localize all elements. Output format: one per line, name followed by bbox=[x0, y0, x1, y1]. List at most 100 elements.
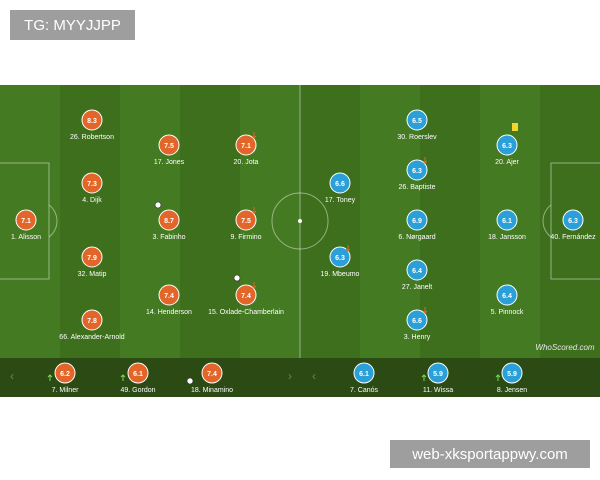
player-name: 3. Fabinho bbox=[152, 234, 185, 241]
rating-badge bbox=[235, 284, 257, 306]
player-name: 7. Canós bbox=[350, 387, 379, 394]
rating-badge bbox=[158, 284, 180, 306]
sub-arrow bbox=[422, 157, 428, 164]
player-name: 11. Wissa bbox=[423, 387, 453, 394]
svg-text:‹: ‹ bbox=[10, 369, 14, 383]
rating-badge bbox=[81, 172, 103, 194]
rating: 6.6 bbox=[412, 318, 422, 325]
sub-arrow bbox=[345, 245, 351, 252]
player-name: 1. Alisson bbox=[11, 234, 41, 241]
rating-badge bbox=[406, 109, 428, 131]
rating-badge bbox=[201, 362, 223, 384]
rating-badge bbox=[501, 362, 523, 384]
player-name: 18. Jansson bbox=[488, 234, 526, 241]
rating: 6.9 bbox=[412, 218, 422, 225]
rating: 7.8 bbox=[87, 318, 97, 325]
rating: 7.4 bbox=[164, 293, 174, 300]
player-name: 66. Alexander-Arnold bbox=[59, 334, 124, 341]
rating-badge bbox=[235, 134, 257, 156]
rating: 7.5 bbox=[241, 218, 251, 225]
rating: 6.2 bbox=[60, 371, 70, 378]
rating-badge bbox=[235, 209, 257, 231]
player-name: 6. Nørgaard bbox=[398, 234, 435, 241]
player-name: 5. Pinnock bbox=[491, 309, 524, 316]
rating: 7.1 bbox=[21, 218, 31, 225]
rating-badge bbox=[329, 172, 351, 194]
rating: 7.3 bbox=[87, 181, 97, 188]
rating: 7.5 bbox=[164, 143, 174, 150]
rating-badge bbox=[406, 309, 428, 331]
rating-badge bbox=[54, 362, 76, 384]
rating: 5.9 bbox=[433, 371, 443, 378]
player-name: 27. Janelt bbox=[402, 284, 432, 291]
rating: 6.3 bbox=[412, 168, 422, 175]
rating-badge bbox=[15, 209, 37, 231]
goal-icon bbox=[233, 274, 241, 282]
sub-arrow bbox=[251, 282, 257, 289]
watermark-bottom: web-xksportappwy.com bbox=[390, 440, 590, 468]
rating: 6.4 bbox=[412, 268, 422, 275]
player-name: 14. Henderson bbox=[146, 309, 192, 316]
player-name: 3. Henry bbox=[404, 334, 431, 341]
rating-badge bbox=[496, 134, 518, 156]
player-name: 9. Firmino bbox=[230, 234, 261, 241]
rating: 6.1 bbox=[133, 371, 143, 378]
rating-badge bbox=[81, 309, 103, 331]
rating-badge bbox=[562, 209, 584, 231]
sub-in-arrow bbox=[47, 374, 53, 381]
player-name: 19. Mbeumo bbox=[321, 271, 360, 278]
rating-badge bbox=[127, 362, 149, 384]
yellow-card bbox=[512, 123, 518, 131]
player-name: 7. Milner bbox=[52, 387, 80, 394]
rating: 7.9 bbox=[87, 255, 97, 262]
rating: 6.3 bbox=[568, 218, 578, 225]
player-name: 17. Jones bbox=[154, 159, 185, 166]
rating: 6.1 bbox=[359, 371, 369, 378]
stripe bbox=[420, 85, 480, 358]
player-name: 26. Robertson bbox=[70, 134, 114, 141]
player-name: 32. Matip bbox=[78, 271, 107, 278]
rating-badge bbox=[427, 362, 449, 384]
rating: 7.4 bbox=[241, 293, 251, 300]
player-name: 40. Fernández bbox=[550, 234, 596, 241]
rating-badge bbox=[496, 209, 518, 231]
rating: 5.9 bbox=[507, 371, 517, 378]
sub-arrow bbox=[251, 207, 257, 214]
player-name: 49. Gordon bbox=[120, 387, 155, 394]
player-name: 20. Jota bbox=[234, 159, 259, 166]
rating-badge bbox=[406, 259, 428, 281]
rating: 7.4 bbox=[207, 371, 217, 378]
rating: 6.5 bbox=[412, 118, 422, 125]
rating: 8.3 bbox=[87, 118, 97, 125]
rating: 6.4 bbox=[502, 293, 512, 300]
rating-badge bbox=[81, 109, 103, 131]
sub-in-arrow bbox=[120, 374, 126, 381]
svg-text:‹: ‹ bbox=[312, 369, 316, 383]
rating: 6.6 bbox=[335, 181, 345, 188]
svg-text:›: › bbox=[288, 369, 292, 383]
rating: 6.3 bbox=[502, 143, 512, 150]
player-name: 20. Ajer bbox=[495, 159, 519, 166]
rating-badge bbox=[158, 209, 180, 231]
rating-badge bbox=[406, 159, 428, 181]
stripe bbox=[180, 85, 240, 358]
rating-badge bbox=[329, 246, 351, 268]
stripe bbox=[300, 85, 360, 358]
sub-in-arrow bbox=[421, 374, 427, 381]
player-name: 18. Minamino bbox=[191, 387, 233, 394]
player-name: 26. Baptiste bbox=[399, 184, 436, 191]
player-name: 4. Dijk bbox=[82, 197, 102, 204]
sub-arrow bbox=[422, 307, 428, 314]
player-name: 30. Roerslev bbox=[397, 134, 437, 141]
rating: 8.7 bbox=[164, 218, 174, 225]
goal-icon bbox=[154, 201, 162, 209]
rating-badge bbox=[496, 284, 518, 306]
rating: 6.3 bbox=[335, 255, 345, 262]
sub-in-arrow bbox=[495, 374, 501, 381]
player-name: 8. Jensen bbox=[497, 387, 527, 394]
player-name: 15. Oxlade-Chamberlain bbox=[208, 309, 284, 316]
player-name: 17. Toney bbox=[325, 197, 356, 204]
sub-arrow bbox=[251, 132, 257, 139]
brand: WhoScored.com bbox=[535, 343, 594, 352]
